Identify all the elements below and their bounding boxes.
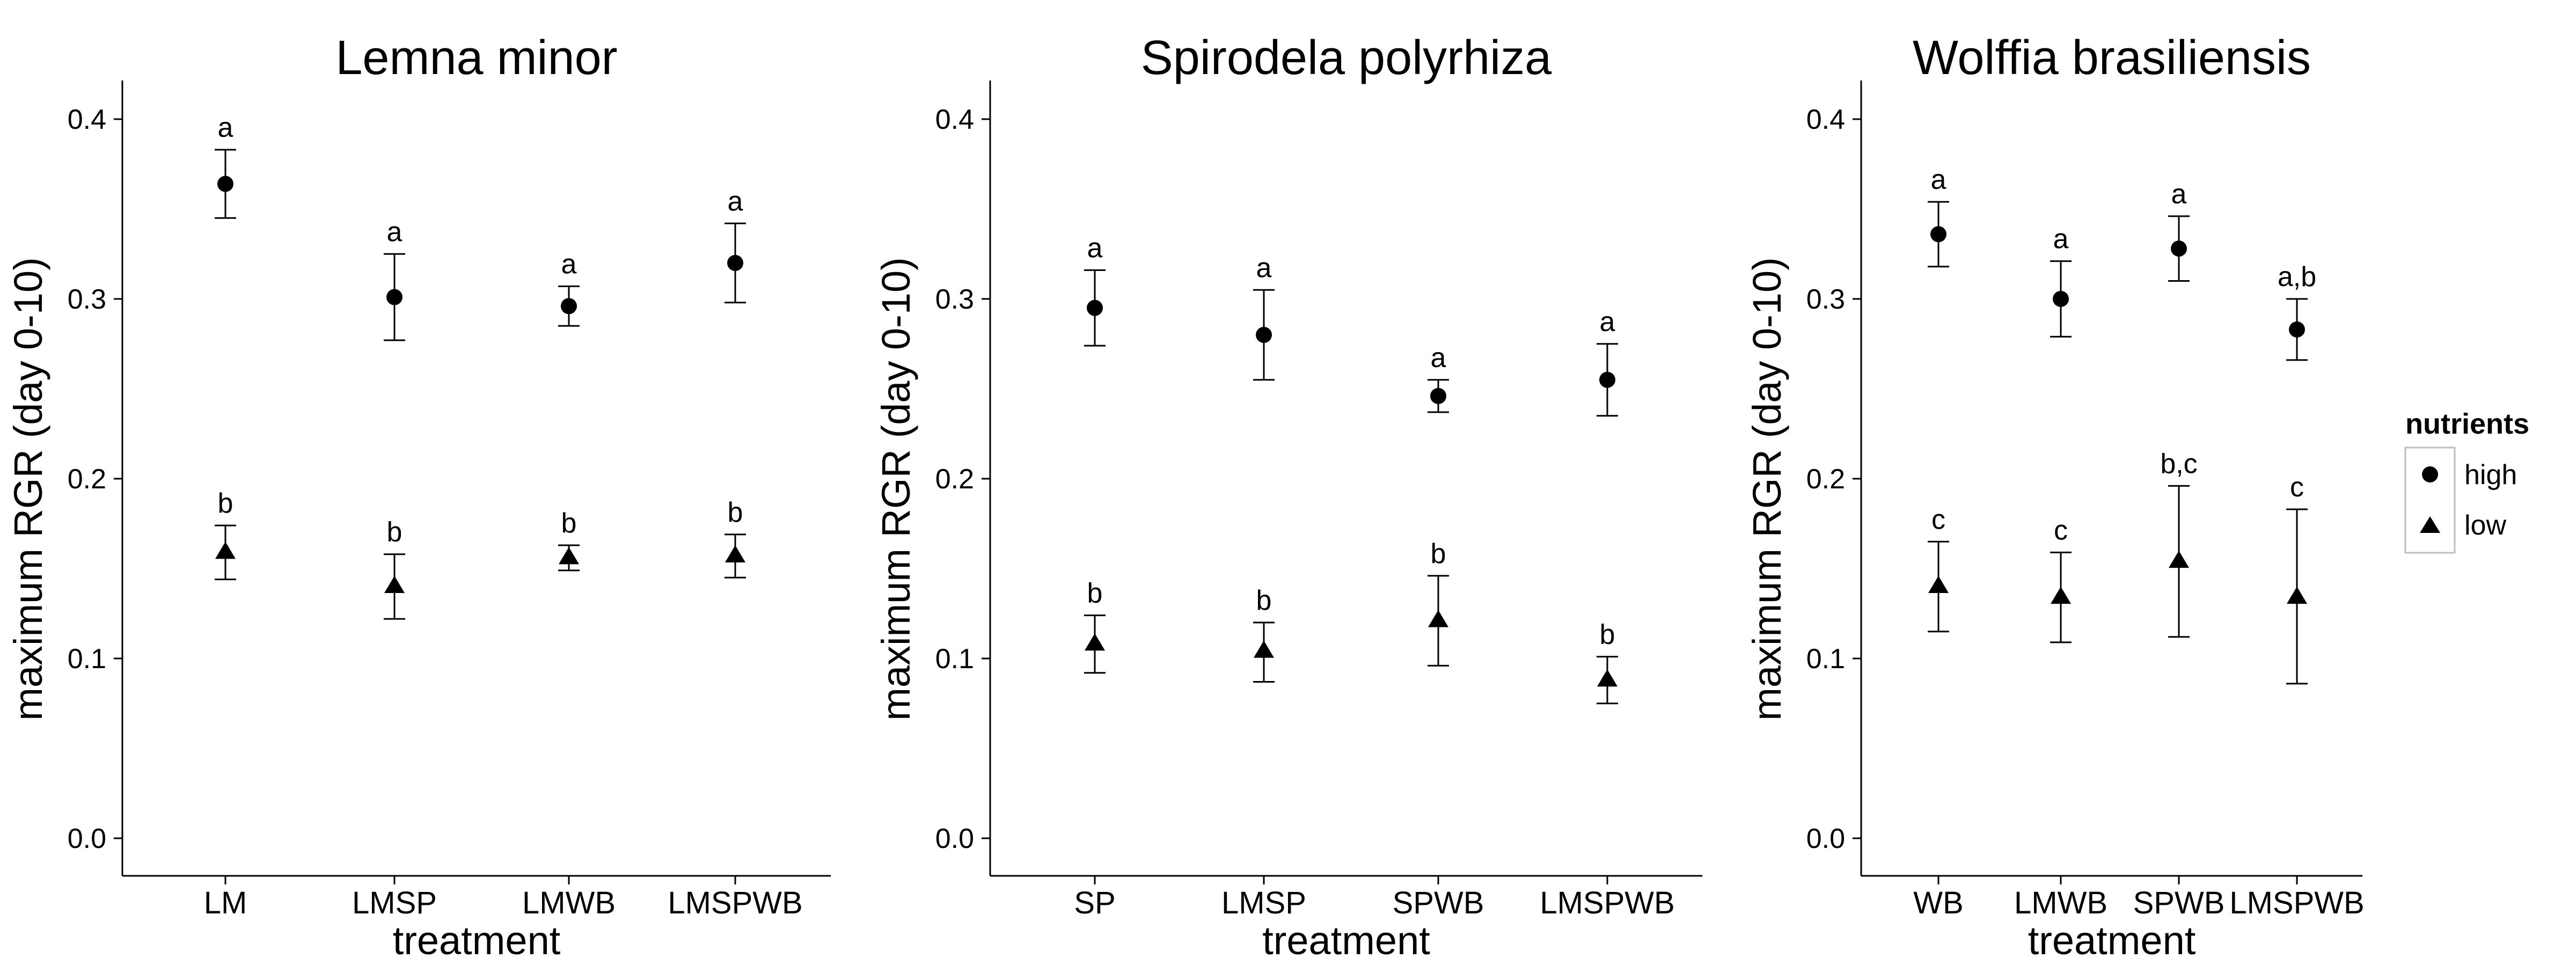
- panels: Lemna minor 0.0 0.1 0.2 0.3 0.4 maximum RGR (d…: [6, 31, 2365, 963]
- significance-letter: a: [561, 249, 577, 280]
- x-tick-label: SP: [1074, 885, 1115, 920]
- point-high: [1430, 387, 1446, 404]
- x-axis-title: treatment: [393, 918, 561, 963]
- x-axis-title: treatment: [2028, 918, 2196, 963]
- point-high: [386, 289, 402, 305]
- panel-title: Lemna minor: [335, 31, 617, 85]
- legend-label-high: high: [2464, 459, 2517, 491]
- point-low: [215, 541, 236, 559]
- significance-letter: a: [218, 112, 233, 143]
- point-low: [1597, 669, 1618, 687]
- y-tick-label: 0.3: [935, 284, 974, 315]
- y-tick-label: 0.4: [68, 104, 106, 135]
- significance-letter: b: [1256, 585, 1272, 616]
- y-axis-title: maximum RGR (day 0-10): [1745, 257, 1789, 721]
- legend: nutrients high low: [2404, 408, 2529, 554]
- significance-letter: b: [218, 488, 233, 519]
- y-tick-label: 0.3: [68, 284, 106, 315]
- x-tick-label: LMWB: [2014, 885, 2107, 920]
- significance-letter: a: [2053, 224, 2069, 255]
- panel-3: Wolffia brasiliensis 0.0 0.1 0.2 0.3 0.4 maxim…: [1745, 31, 2365, 963]
- panel-2: Spirodela polyrhiza 0.0 0.1 0.2 0.3 0.4 maximu…: [874, 31, 1702, 963]
- y-tick-label: 0.2: [1806, 464, 1845, 495]
- x-tick-label: LMSPWB: [2229, 885, 2364, 920]
- significance-letter: a: [1600, 306, 1615, 338]
- x-axis-title: treatment: [1262, 918, 1430, 963]
- x-tick-label: LMSP: [352, 885, 437, 920]
- significance-letter: a: [387, 216, 402, 247]
- x-tick-label: SPWB: [1393, 885, 1484, 920]
- y-axis-title: maximum RGR (day 0-10): [874, 257, 918, 721]
- point-low: [2169, 551, 2189, 568]
- point-high: [2053, 291, 2069, 307]
- panel-1: Lemna minor 0.0 0.1 0.2 0.3 0.4 maximum RGR (d…: [6, 31, 831, 963]
- x-tick-label: LMWB: [522, 885, 616, 920]
- point-low: [384, 576, 405, 593]
- point-high: [1087, 299, 1103, 316]
- point-low: [2051, 587, 2071, 604]
- x-tick-label: LMSPWB: [1540, 885, 1674, 920]
- legend-marker-low: [2420, 516, 2440, 533]
- significance-letter: b: [728, 497, 743, 528]
- significance-letter: a: [1087, 232, 1103, 264]
- significance-letter: a: [1256, 252, 1272, 283]
- y-tick-label: 0.4: [935, 104, 974, 135]
- legend-label-low: low: [2464, 510, 2506, 541]
- significance-letter: b,c: [2160, 448, 2197, 479]
- significance-letter: c: [2054, 515, 2068, 546]
- y-tick-label: 0.0: [68, 823, 106, 854]
- panel-title: Spirodela polyrhiza: [1141, 31, 1552, 85]
- y-tick-label: 0.2: [68, 464, 106, 495]
- y-tick-label: 0.2: [935, 464, 974, 495]
- point-low: [1428, 610, 1448, 627]
- significance-letter: b: [1431, 538, 1446, 569]
- x-tick-label: LM: [204, 885, 247, 920]
- y-axis-title: maximum RGR (day 0-10): [6, 257, 50, 721]
- significance-letter: a: [1931, 164, 1946, 195]
- significance-letter: b: [387, 517, 402, 548]
- legend-title: nutrients: [2405, 408, 2529, 440]
- x-tick-label: SPWB: [2133, 885, 2225, 920]
- point-low: [1254, 640, 1274, 658]
- y-tick-label: 0.1: [935, 643, 974, 675]
- point-low: [2287, 587, 2307, 604]
- point-high: [727, 255, 743, 271]
- point-high: [2171, 240, 2187, 257]
- point-high: [217, 175, 233, 192]
- significance-letter: a: [728, 186, 743, 217]
- significance-letter: a: [1431, 342, 1446, 374]
- x-tick-label: WB: [1913, 885, 1963, 920]
- significance-letter: a: [2171, 179, 2187, 210]
- point-low: [1085, 633, 1105, 651]
- significance-letter: a,b: [2278, 261, 2316, 292]
- y-tick-label: 0.1: [68, 643, 106, 675]
- point-high: [2289, 321, 2305, 338]
- legend-box: [2404, 447, 2456, 554]
- y-tick-label: 0.3: [1806, 284, 1845, 315]
- point-low: [559, 547, 579, 565]
- point-high: [1256, 327, 1272, 343]
- y-tick-label: 0.0: [1806, 823, 1845, 854]
- significance-letter: b: [1600, 619, 1615, 650]
- panel-title: Wolffia brasiliensis: [1913, 31, 2311, 85]
- y-tick-label: 0.0: [935, 823, 974, 854]
- significance-letter: b: [561, 508, 577, 539]
- point-high: [1599, 371, 1615, 388]
- significance-letter: c: [1931, 504, 1945, 535]
- point-high: [561, 298, 577, 314]
- significance-letter: c: [2290, 472, 2304, 503]
- point-low: [725, 545, 745, 563]
- x-tick-label: LMSPWB: [668, 885, 802, 920]
- legend-marker-high: [2422, 466, 2438, 482]
- x-tick-label: LMSP: [1221, 885, 1306, 920]
- significance-letter: b: [1087, 578, 1103, 609]
- point-low: [1928, 576, 1949, 593]
- y-tick-label: 0.1: [1806, 643, 1845, 675]
- point-high: [1930, 226, 1946, 243]
- y-tick-label: 0.4: [1806, 104, 1845, 135]
